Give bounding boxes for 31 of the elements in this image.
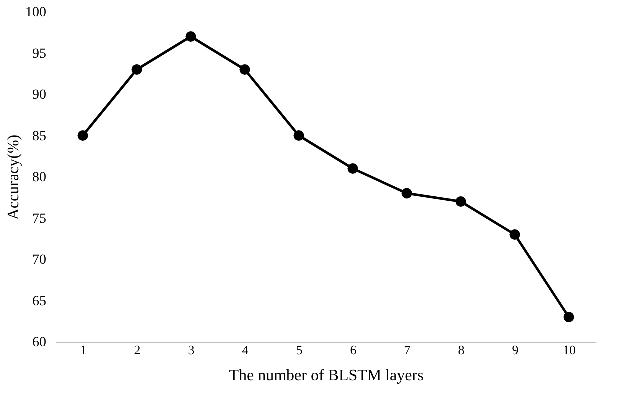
x-axis-title: The number of BLSTM layers — [229, 368, 424, 384]
y-tick-label: 90 — [32, 88, 46, 103]
y-tick-label: 70 — [32, 253, 46, 268]
x-tick-label: 3 — [188, 342, 195, 358]
x-tick-label: 6 — [350, 342, 358, 358]
x-tick-label: 4 — [242, 342, 250, 358]
point — [456, 196, 466, 207]
y-tick-label: 85 — [32, 129, 46, 144]
point — [132, 64, 142, 75]
y-tick-label: 95 — [32, 46, 46, 62]
x-tick-label: 9 — [512, 342, 519, 358]
x-tick-label: 10 — [563, 342, 576, 358]
y-tick-label: 60 — [32, 336, 46, 350]
point — [402, 188, 412, 199]
x-tick-label: 7 — [404, 342, 412, 358]
point — [186, 32, 196, 42]
point — [78, 130, 88, 141]
x-tick-label: 5 — [296, 342, 303, 358]
x-tick-label: 8 — [458, 342, 465, 358]
point — [240, 64, 250, 75]
y-tick-label: 75 — [32, 212, 46, 227]
y-tick-label: 100 — [26, 6, 46, 20]
y-axis-title: Accuracy(%) — [6, 134, 22, 220]
x-tick-label: 1 — [80, 342, 87, 358]
point — [510, 230, 520, 240]
point — [294, 130, 304, 141]
point — [564, 312, 574, 322]
x-tick-label: 2 — [134, 342, 141, 358]
y-tick-label: 80 — [32, 170, 46, 186]
y-tick-label: 65 — [32, 294, 46, 310]
point — [348, 164, 358, 174]
